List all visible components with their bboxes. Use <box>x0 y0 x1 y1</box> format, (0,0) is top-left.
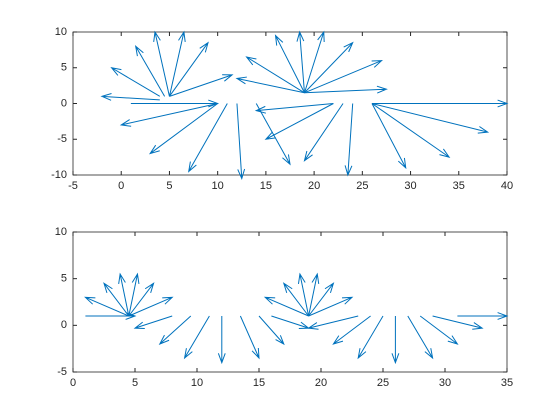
y-tick-label: 0 <box>61 319 67 331</box>
x-tick-label: 5 <box>132 377 138 389</box>
arrow <box>258 315 285 346</box>
axes-box <box>72 231 508 373</box>
arrow <box>296 30 305 93</box>
x-tick-label: 15 <box>253 377 265 389</box>
x-tick-label: 10 <box>212 180 224 192</box>
x-tick-label: 0 <box>70 377 76 389</box>
arrow <box>304 60 383 94</box>
arrow <box>371 99 509 108</box>
arrow <box>118 272 130 317</box>
x-tick-label: 40 <box>501 180 513 192</box>
arrow <box>344 103 354 177</box>
arrow <box>303 103 344 162</box>
arrow <box>297 272 310 317</box>
arrow <box>133 315 173 329</box>
arrow <box>100 93 160 101</box>
arrow <box>84 296 129 317</box>
y-tick-label: 0 <box>61 97 67 109</box>
arrow <box>263 296 309 317</box>
arrow <box>457 312 509 320</box>
arrow <box>153 30 170 97</box>
x-tick-label: 15 <box>260 180 272 192</box>
arrow <box>274 34 305 94</box>
arrow <box>239 315 260 360</box>
arrow <box>307 315 359 330</box>
y-tick-label: 5 <box>61 62 67 74</box>
arrow <box>245 56 305 94</box>
arrow <box>308 296 354 317</box>
arrow <box>308 272 320 317</box>
arrow <box>128 272 140 317</box>
y-tick-label: -10 <box>51 169 67 181</box>
x-tick-label: 20 <box>315 377 327 389</box>
x-tick-label: 20 <box>308 180 320 192</box>
x-tick-label: -5 <box>68 180 78 192</box>
x-tick-label: 35 <box>453 180 465 192</box>
arrow <box>168 30 186 97</box>
arrow <box>130 99 220 108</box>
arrow <box>357 315 384 360</box>
arrow <box>303 30 325 93</box>
y-tick-label: 10 <box>55 26 67 38</box>
arrow <box>128 296 174 317</box>
arrow <box>308 282 335 317</box>
x-tick-label: 30 <box>439 377 451 389</box>
arrow <box>169 41 209 97</box>
arrow <box>128 282 155 317</box>
arrow <box>148 103 218 155</box>
arrow <box>282 282 309 317</box>
x-tick-label: 0 <box>118 180 124 192</box>
arrow <box>236 103 246 181</box>
x-tick-label: 10 <box>191 377 203 389</box>
arrow <box>432 315 484 330</box>
arrow <box>371 103 451 158</box>
x-tick-label: 35 <box>501 377 513 389</box>
arrow <box>391 316 400 365</box>
x-tick-label: 25 <box>377 377 389 389</box>
x-tick-label: 30 <box>404 180 416 192</box>
x-tick-label: 5 <box>166 180 172 192</box>
y-tick-label: 10 <box>55 226 67 238</box>
arrow <box>103 282 130 317</box>
arrow <box>255 103 291 166</box>
arrow <box>169 74 234 97</box>
arrow <box>254 103 334 114</box>
arrow <box>235 76 305 94</box>
arrow <box>304 85 388 94</box>
arrow <box>264 103 334 140</box>
arrow <box>371 103 407 170</box>
arrow <box>158 315 192 345</box>
arrow <box>183 315 210 360</box>
arrow <box>371 103 490 134</box>
arrow <box>119 103 218 127</box>
y-tick-label: -5 <box>57 366 67 378</box>
arrow <box>304 41 354 94</box>
arrow <box>217 316 226 365</box>
arrow <box>110 67 161 97</box>
y-tick-label: 5 <box>61 273 67 285</box>
arrow <box>134 45 166 97</box>
arrow <box>407 315 434 360</box>
y-tick-label: -5 <box>57 133 67 145</box>
arrow <box>419 315 459 345</box>
x-tick-label: 25 <box>356 180 368 192</box>
arrow <box>332 315 371 345</box>
arrow <box>188 103 228 173</box>
